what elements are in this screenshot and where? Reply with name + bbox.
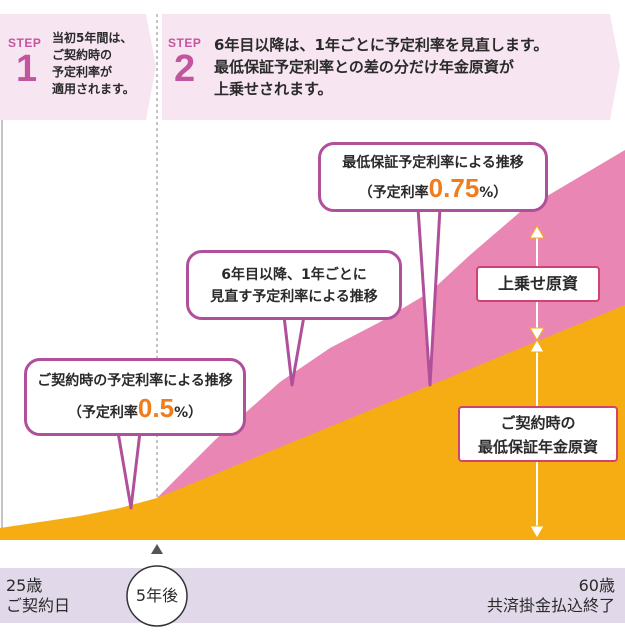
start-label: ご契約日 [6, 596, 71, 615]
bonus-label: 上乗せ原資 [476, 266, 600, 302]
guaranteed-label: ご契約時の 最低保証年金原資 [458, 406, 618, 462]
milestone-label: 5年後 [135, 586, 179, 605]
step1-line: ご契約時の [52, 48, 113, 62]
step1-word: STEP [8, 36, 42, 50]
milestone-marker [151, 544, 163, 554]
step2-label: STEP 2 [168, 36, 201, 88]
step2-line: 6年目以降は、1年ごとに予定利率を見直します。 [214, 36, 549, 54]
step1-label: STEP 1 [8, 36, 41, 88]
contract-callout-title: ご契約時の予定利率による推移 [37, 373, 233, 389]
guaranteed-label-line: 最低保証年金原資 [477, 438, 598, 456]
start-age: 25歳 [6, 576, 43, 595]
rate-value: 0.75 [428, 173, 480, 203]
step2-number: 2 [174, 48, 196, 90]
contract-callout-rate: （予定利率0.5%） [27, 391, 243, 430]
rate-prefix: （予定利率 [358, 185, 429, 201]
review-callout-line2: 見直す予定利率による推移 [210, 289, 378, 305]
end-age: 60歳 [578, 576, 615, 595]
contract-callout-pointer [116, 430, 142, 510]
step1-number: 1 [16, 48, 38, 90]
review-callout-line1: 6年目以降、1年ごとに [221, 267, 367, 283]
minimum-callout-rate: （予定利率0.75%） [321, 173, 545, 208]
step1-line: 適用されます。 [52, 82, 135, 96]
rate-suffix: %） [479, 185, 508, 201]
rate-value: 0.5 [137, 393, 175, 423]
minimum-callout-title: 最低保証予定利率による推移 [342, 155, 524, 171]
end-label: 共済掛金払込終了 [486, 596, 615, 615]
guaranteed-label-line: ご契約時の [500, 414, 576, 432]
step1-description: 当初5年間は、 ご契約時の 予定利率が 適用されます。 [52, 30, 135, 98]
rate-suffix: %） [174, 405, 203, 421]
step1-band [0, 14, 156, 120]
step2-line: 上乗せされます。 [214, 80, 333, 98]
rate-prefix: （予定利率 [67, 405, 138, 421]
step2-word: STEP [168, 36, 202, 50]
guaranteed-area [0, 305, 625, 540]
step1-line: 当初5年間は、 [52, 31, 133, 45]
step2-description: 6年目以降は、1年ごとに予定利率を見直します。 最低保証予定利率との差の分だけ年… [214, 34, 548, 100]
end-point: 60歳 共済掛金払込終了 [487, 576, 615, 616]
contract-rate-callout: ご契約時の予定利率による推移 （予定利率0.5%） [24, 358, 246, 436]
timeline-bar [0, 568, 625, 623]
minimum-rate-callout: 最低保証予定利率による推移 （予定利率0.75%） [318, 142, 548, 212]
start-point: 25歳 ご契約日 [6, 576, 70, 616]
step2-band [162, 14, 620, 120]
review-rate-callout: 6年目以降、1年ごとに 見直す予定利率による推移 [186, 250, 402, 320]
step2-line: 最低保証予定利率との差の分だけ年金原資が [214, 58, 514, 76]
milestone-circle [126, 565, 188, 627]
step1-line: 予定利率が [52, 65, 113, 79]
